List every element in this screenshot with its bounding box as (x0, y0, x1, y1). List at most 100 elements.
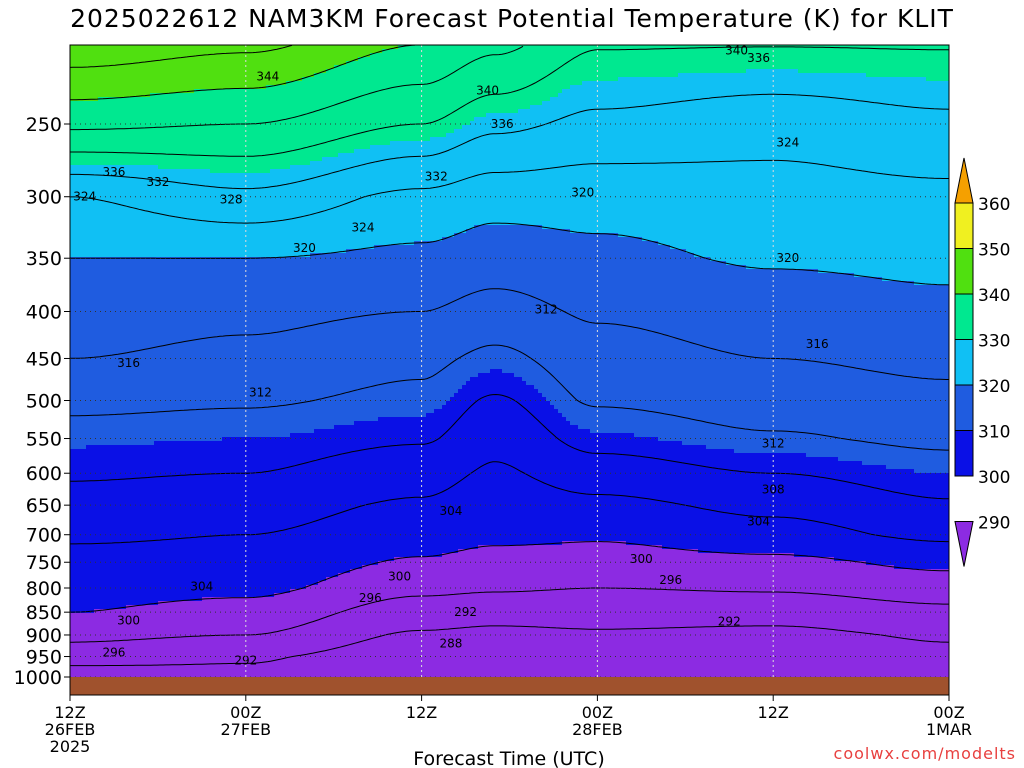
heatmap-cell (130, 565, 135, 570)
heatmap-cell (86, 149, 91, 154)
heatmap-cell (110, 297, 115, 302)
heatmap-cell (98, 601, 103, 606)
heatmap-cell (146, 561, 151, 566)
heatmap-cell (134, 429, 139, 434)
heatmap-cell (134, 569, 139, 574)
heatmap-cell (82, 189, 87, 194)
heatmap-cell (102, 181, 107, 186)
heatmap-cell (178, 337, 183, 342)
heatmap-cell (86, 573, 91, 578)
heatmap-cell (142, 189, 147, 194)
heatmap-cell (114, 673, 119, 677)
heatmap-cell (178, 545, 183, 550)
heatmap-cell (138, 457, 143, 462)
heatmap-cell (70, 181, 75, 186)
heatmap-cell (166, 337, 171, 342)
heatmap-cell (70, 425, 75, 430)
heatmap-cell (138, 621, 143, 626)
heatmap-cell (110, 133, 115, 138)
heatmap-cell (170, 481, 175, 486)
heatmap-cell (190, 301, 195, 306)
heatmap-cell (118, 641, 123, 646)
heatmap-cell (102, 97, 107, 102)
heatmap-cell (174, 253, 179, 258)
heatmap-cell (150, 637, 155, 642)
heatmap-cell (194, 361, 199, 366)
heatmap-cell (190, 329, 195, 334)
heatmap-cell (70, 161, 75, 166)
heatmap-cell (158, 361, 163, 366)
heatmap-cell (86, 381, 91, 386)
heatmap-cell (146, 565, 151, 570)
heatmap-cell (130, 297, 135, 302)
heatmap-cell (130, 573, 135, 578)
heatmap-cell (166, 553, 171, 558)
heatmap-cell (90, 341, 95, 346)
heatmap-cell (138, 613, 143, 618)
heatmap-cell (186, 357, 191, 362)
heatmap-cell (138, 221, 143, 226)
heatmap-cell (182, 205, 187, 210)
heatmap-cell (162, 369, 167, 374)
heatmap-cell (126, 241, 131, 246)
heatmap-cell (174, 221, 179, 226)
heatmap-cell (178, 653, 183, 658)
heatmap-cell (130, 125, 135, 130)
heatmap-cell (186, 621, 191, 626)
heatmap-cell (146, 577, 151, 582)
heatmap-cell (178, 93, 183, 98)
heatmap-cell (118, 421, 123, 426)
heatmap-cell (154, 281, 159, 286)
heatmap-cell (142, 77, 147, 82)
heatmap-cell (158, 649, 163, 654)
heatmap-cell (78, 461, 83, 466)
heatmap-cell (142, 221, 147, 226)
heatmap-cell (86, 461, 91, 466)
heatmap-cell (98, 69, 103, 74)
heatmap-cell (158, 385, 163, 390)
heatmap-cell (126, 613, 131, 618)
heatmap-cell (170, 573, 175, 578)
heatmap-cell (130, 273, 135, 278)
heatmap-cell (186, 413, 191, 418)
heatmap-cell (86, 329, 91, 334)
heatmap-cell (170, 221, 175, 226)
heatmap-cell (194, 85, 199, 90)
heatmap-cell (162, 277, 167, 282)
heatmap-cell (154, 293, 159, 298)
heatmap-cell (166, 97, 171, 102)
heatmap-cell (146, 57, 151, 62)
heatmap-cell (154, 469, 159, 474)
heatmap-cell (102, 237, 107, 242)
heatmap-cell (118, 517, 123, 522)
heatmap-cell (154, 437, 159, 442)
heatmap-cell (118, 545, 123, 550)
heatmap-cell (162, 313, 167, 318)
heatmap-cell (154, 549, 159, 554)
heatmap-cell (142, 533, 147, 538)
heatmap-cell (158, 577, 163, 582)
heatmap-cell (94, 497, 99, 502)
heatmap-cell (110, 85, 115, 90)
heatmap-cell (102, 381, 107, 386)
heatmap-cell (114, 437, 119, 442)
heatmap-cell (146, 533, 151, 538)
heatmap-cell (74, 293, 79, 298)
heatmap-cell (82, 633, 87, 638)
heatmap-cell (162, 133, 167, 138)
heatmap-cell (162, 285, 167, 290)
heatmap-cell (186, 289, 191, 294)
heatmap-cell (150, 609, 155, 614)
heatmap-cell (118, 417, 123, 422)
heatmap-cell (142, 657, 147, 662)
heatmap-cell (122, 57, 127, 62)
heatmap-cell (106, 373, 111, 378)
heatmap-cell (150, 477, 155, 482)
heatmap-cell (98, 481, 103, 486)
heatmap-cell (190, 197, 195, 202)
heatmap-cell (190, 337, 195, 342)
heatmap-cell (170, 525, 175, 530)
heatmap-cell (94, 233, 99, 238)
heatmap-cell (162, 173, 167, 178)
heatmap-cell (162, 121, 167, 126)
